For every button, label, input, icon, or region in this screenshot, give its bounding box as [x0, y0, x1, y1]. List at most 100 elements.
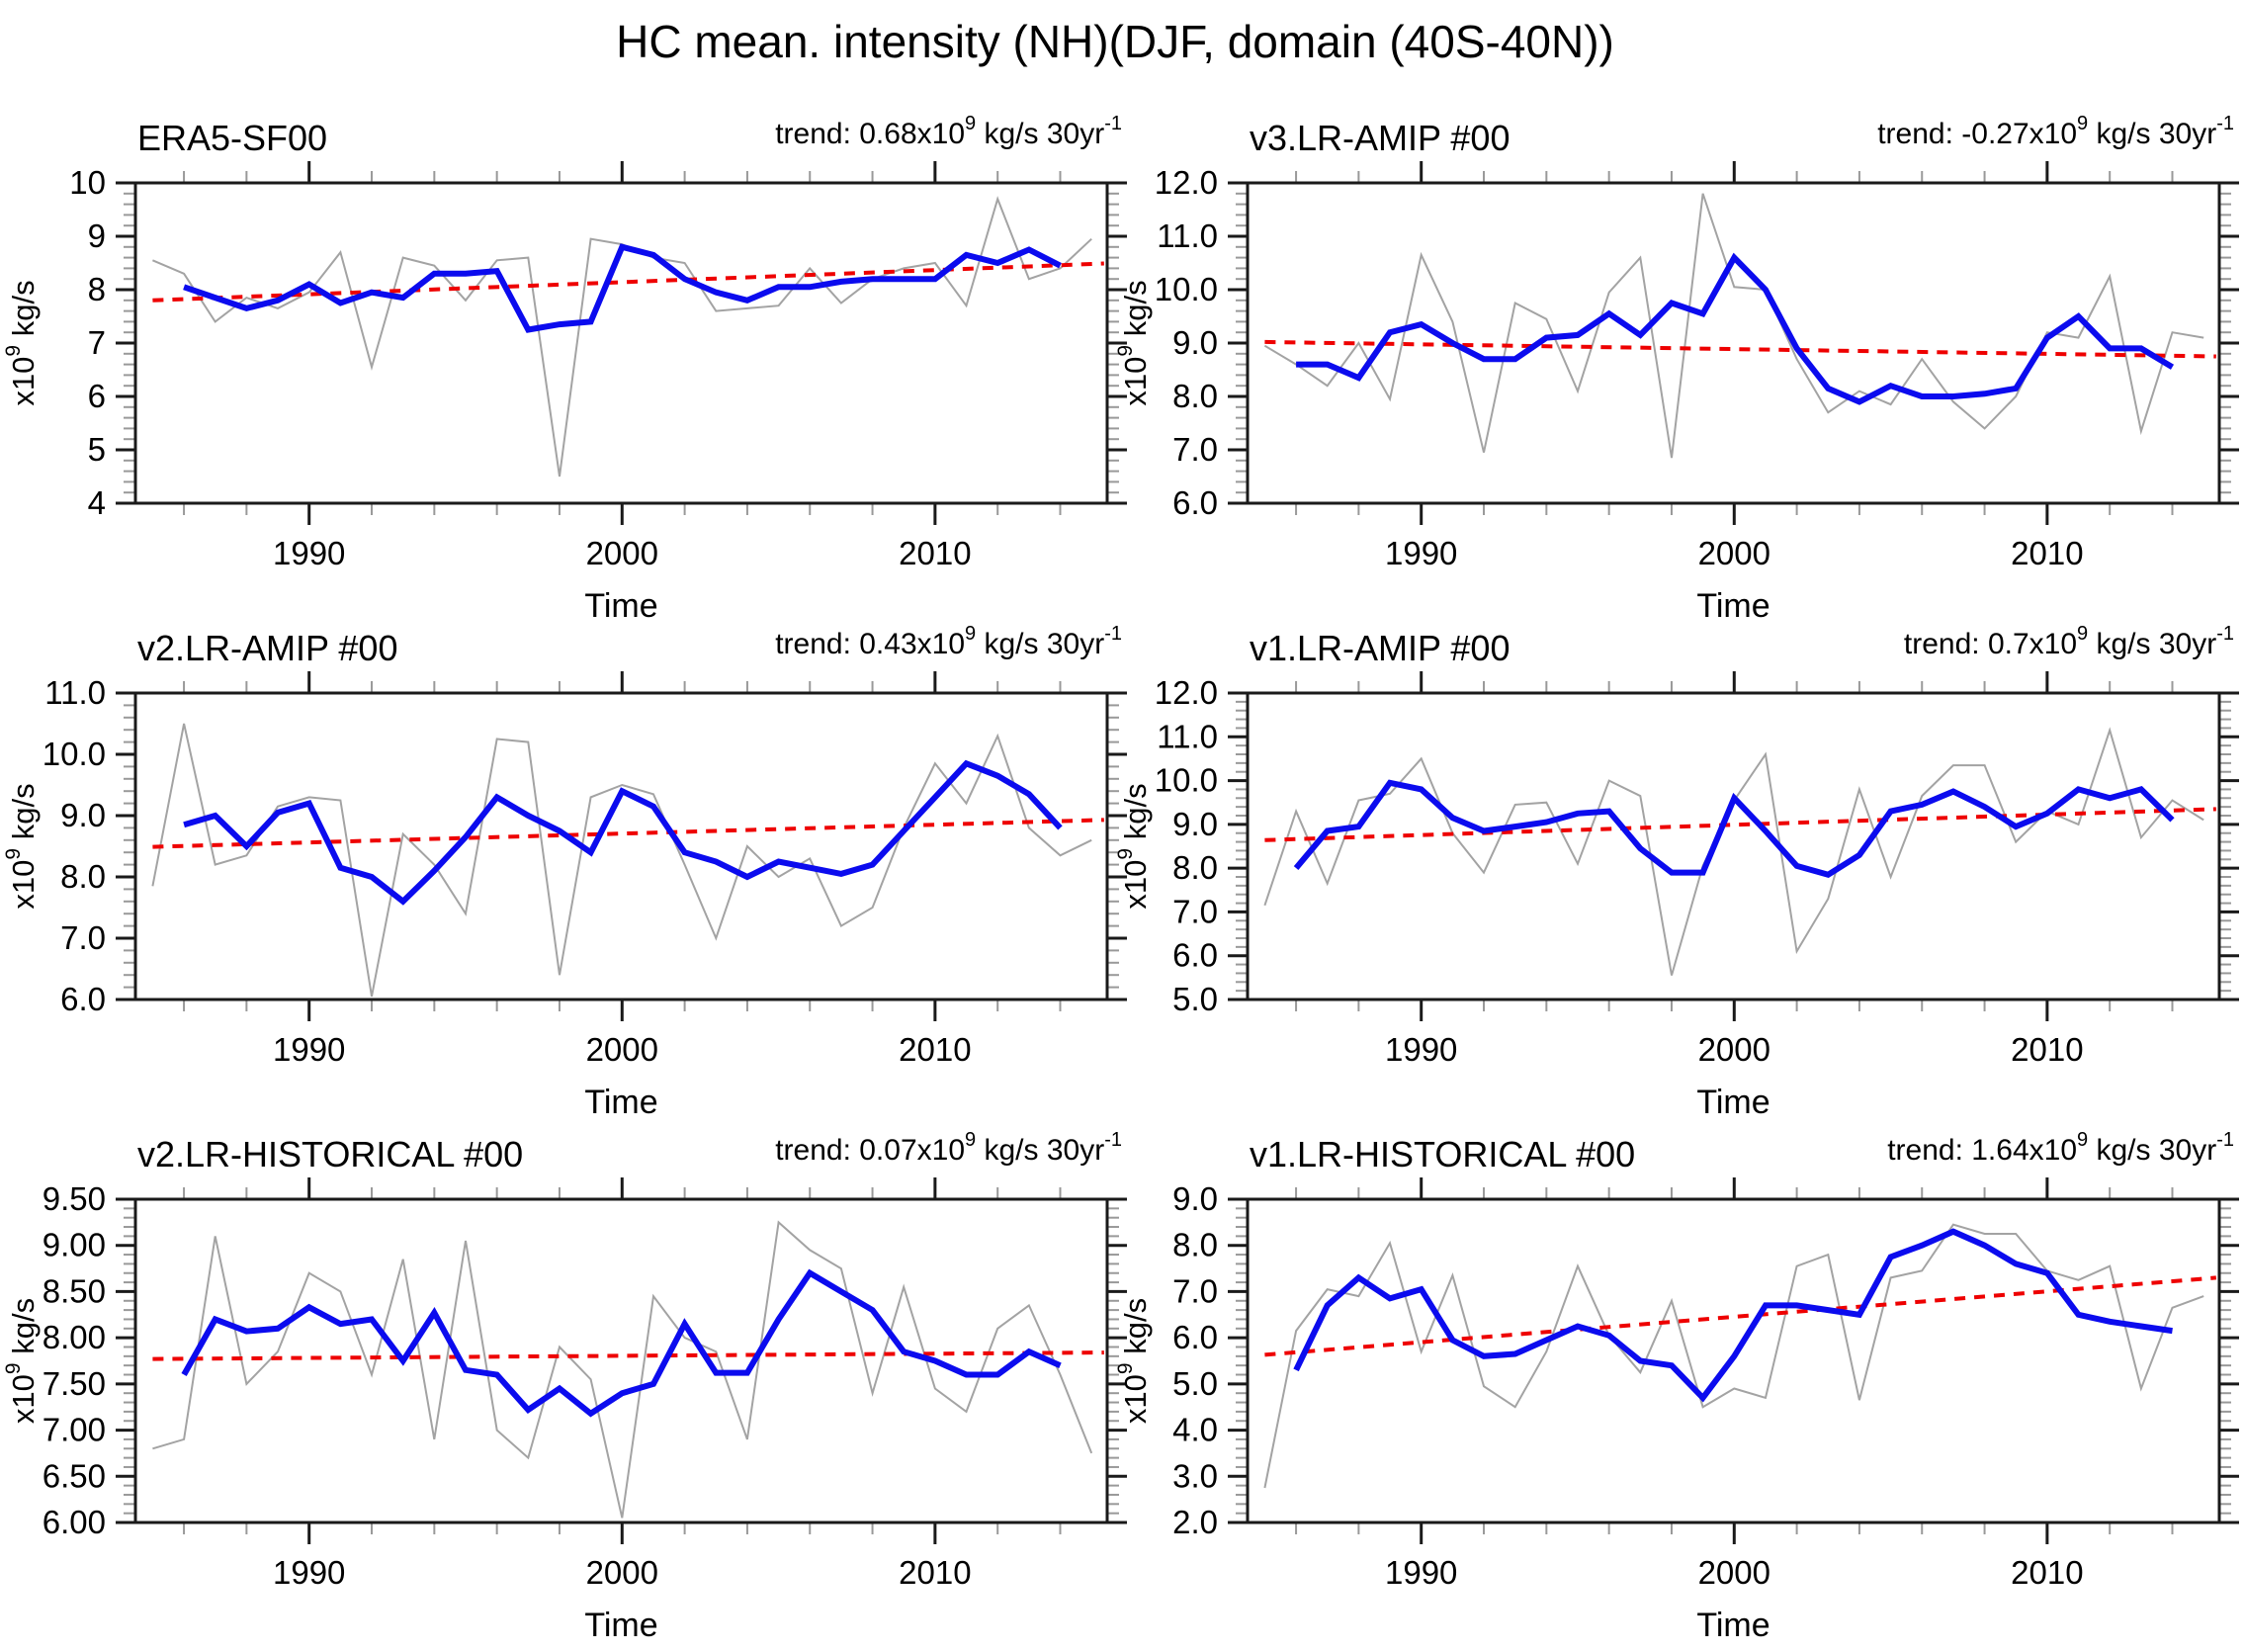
x-axis-label: Time	[1696, 1607, 1769, 1644]
x-tick-label: 1990	[1385, 1031, 1457, 1068]
annual-series-line	[152, 1220, 1093, 1519]
plot-frame	[1246, 1197, 2221, 1524]
y-tick-label: 4	[88, 484, 106, 521]
x-tick-label: 2000	[586, 535, 658, 571]
x-axis-label: Time	[584, 1084, 657, 1121]
y-tick-label: 9.50	[43, 1180, 106, 1217]
major-ticks	[116, 161, 1127, 525]
annual-series-line	[1263, 193, 2204, 459]
major-ticks	[116, 1177, 1127, 1544]
y-tick-label: 7.0	[60, 919, 106, 956]
trend-annotation: trend: 0.7x109 kg/s 30yr-1	[1904, 623, 2234, 660]
x-axis-label: Time	[584, 1607, 657, 1644]
smoothed-series-line	[1293, 779, 2175, 879]
y-tick-label: 8.50	[43, 1272, 106, 1309]
chart-panel: 6.0 7.0 8.0 9.0 10.0 11.0 1990 2000 2010 v2.LR-AM…	[2, 623, 1127, 1121]
y-tick-label: 7.50	[43, 1365, 106, 1402]
y-tick-label: 9.0	[60, 797, 106, 833]
annual-series-line	[151, 723, 1092, 998]
x-tick-label: 1990	[1385, 535, 1457, 571]
smoothed-series-line	[183, 243, 1062, 333]
y-tick-label: 9.0	[1172, 324, 1218, 361]
y-axis-label: x109 kg/s	[2, 783, 41, 909]
trend-annotation: trend: 0.43x109 kg/s 30yr-1	[775, 623, 1122, 660]
x-tick-label: 2010	[2011, 1031, 2083, 1068]
plot-frame	[133, 1197, 1109, 1524]
y-tick-label: 5.0	[1172, 981, 1218, 1017]
chart-panels-group: 4 5 6 7 8 9 10 1990 2000 2010 ERA5-SF00 trend: 0.68…	[2, 113, 2239, 1644]
y-tick-label: 5.0	[1172, 1365, 1218, 1402]
x-tick-label: 1990	[1385, 1554, 1457, 1591]
x-tick-label: 2010	[899, 1031, 971, 1068]
y-axis-label: x109 kg/s	[1114, 1298, 1153, 1424]
x-axis-label: Time	[1696, 1084, 1769, 1121]
panel-title: v1.LR-AMIP #00	[1250, 628, 1510, 668]
trend-annotation: trend: 0.68x109 kg/s 30yr-1	[775, 113, 1122, 150]
plot-frame	[133, 691, 1109, 1001]
x-tick-label: 2010	[899, 535, 971, 571]
y-axis-label: x109 kg/s	[2, 280, 41, 405]
y-tick-label: 9.00	[43, 1227, 106, 1263]
smoothed-series-line	[1293, 1228, 2173, 1403]
x-tick-label: 1990	[273, 535, 345, 571]
y-axis-label: x109 kg/s	[1114, 280, 1153, 405]
x-tick-label: 2010	[2011, 535, 2083, 571]
trend-line	[1264, 807, 2216, 842]
y-tick-label: 6.0	[1172, 1319, 1218, 1355]
y-tick-label: 8.0	[1172, 378, 1218, 414]
y-tick-label: 7.00	[43, 1412, 106, 1448]
y-tick-label: 9.0	[1172, 1180, 1218, 1217]
annual-series-line	[152, 196, 1092, 478]
x-axis-label: Time	[584, 587, 657, 625]
minor-ticks	[1236, 1187, 2231, 1534]
panel-title: v3.LR-AMIP #00	[1250, 118, 1510, 158]
panel-title: v2.LR-AMIP #00	[137, 628, 397, 668]
minor-ticks	[1236, 171, 2231, 515]
major-ticks	[1228, 671, 2239, 1021]
y-tick-label: 6.00	[43, 1504, 106, 1540]
x-tick-label: 2000	[1698, 1031, 1770, 1068]
trend-line	[152, 818, 1104, 849]
x-axis-label: Time	[1696, 587, 1769, 625]
y-tick-label: 6.0	[1172, 484, 1218, 521]
annual-series-line	[1263, 727, 2204, 976]
chart-panel: 6.00 6.50 7.00 7.50 8.00 8.50 9.00 9.50 1990 2000…	[2, 1129, 1127, 1644]
y-tick-label: 6.0	[1172, 937, 1218, 974]
panel-title: v1.LR-HISTORICAL #00	[1250, 1134, 1635, 1174]
y-tick-label: 11.0	[1157, 217, 1218, 254]
y-tick-label: 10.0	[43, 736, 106, 772]
chart-panel: 6.0 7.0 8.0 9.0 10.0 11.0 12.0 1990 2000 2010 v3.L…	[1114, 113, 2239, 625]
smoothed-series-line	[181, 1268, 1062, 1418]
y-tick-label: 6.0	[60, 981, 106, 1017]
y-tick-label: 12.0	[1155, 674, 1218, 711]
x-tick-label: 1990	[273, 1031, 345, 1068]
y-axis-label: x109 kg/s	[1114, 783, 1153, 909]
y-tick-label: 8.00	[43, 1319, 106, 1355]
trend-annotation: trend: -0.27x109 kg/s 30yr-1	[1877, 113, 2234, 150]
plot-frame	[133, 181, 1109, 505]
minor-ticks	[124, 681, 1119, 1011]
y-tick-label: 4.0	[1172, 1412, 1218, 1448]
chart-panel: 5.0 6.0 7.0 8.0 9.0 10.0 11.0 12.0 1990 2000 2010 v…	[1114, 623, 2239, 1121]
smoothed-series-line	[1296, 252, 2175, 405]
x-tick-label: 2000	[1698, 535, 1770, 571]
minor-ticks	[1236, 681, 2231, 1011]
y-axis-label: x109 kg/s	[2, 1298, 41, 1424]
plot-frame	[1246, 181, 2221, 505]
major-ticks	[1228, 161, 2239, 525]
minor-ticks	[124, 1187, 1119, 1534]
y-tick-label: 8	[88, 271, 106, 307]
y-tick-label: 8.0	[60, 858, 106, 895]
y-tick-label: 3.0	[1172, 1457, 1218, 1494]
y-tick-label: 2.0	[1172, 1504, 1218, 1540]
trend-annotation: trend: 1.64x109 kg/s 30yr-1	[1887, 1129, 2234, 1167]
y-tick-label: 11.0	[1157, 718, 1218, 754]
y-tick-label: 10.0	[1155, 762, 1218, 799]
x-tick-label: 1990	[273, 1554, 345, 1591]
y-tick-label: 6.50	[43, 1457, 106, 1494]
minor-ticks	[124, 171, 1119, 515]
y-tick-label: 11.0	[44, 674, 106, 711]
major-ticks	[1228, 1177, 2239, 1544]
